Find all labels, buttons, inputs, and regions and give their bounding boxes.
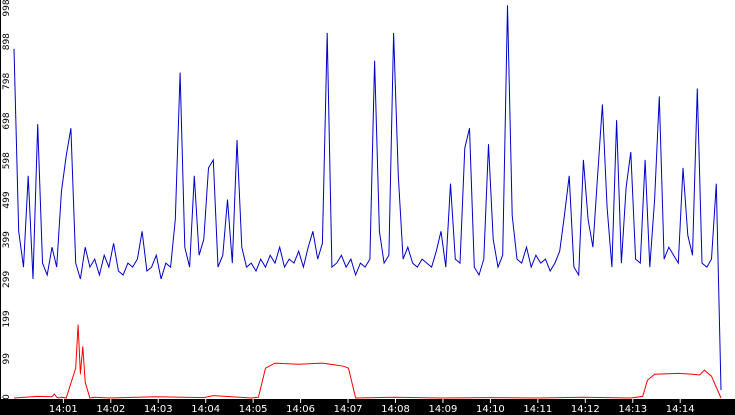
- y-tick-label: 199: [2, 310, 12, 327]
- y-tick-label: 99: [2, 353, 12, 365]
- x-tick-label: 14:04: [191, 404, 220, 415]
- y-tick-label: 798: [2, 73, 12, 90]
- y-tick-label: 299: [2, 271, 12, 288]
- y-tick-label: 898: [2, 33, 12, 50]
- x-tick-label: 14:10: [476, 404, 505, 415]
- x-tick-label: 14:08: [381, 404, 410, 415]
- y-axis-ticks: 0 99 199 299 399 499 598 698 798 898 998: [2, 0, 12, 400]
- series-line-1: [13, 324, 722, 399]
- y-tick-label: 399: [2, 231, 12, 248]
- x-tick-label: 14:11: [523, 404, 552, 415]
- x-tick-label: 14:13: [618, 404, 647, 415]
- y-tick-label: 998: [2, 0, 12, 17]
- y-tick-label: 0: [2, 394, 12, 400]
- series-line-0: [13, 5, 722, 391]
- x-tick-label: 14:05: [239, 404, 268, 415]
- x-tick-label: 14:01: [49, 404, 78, 415]
- x-tick-label: 14:06: [286, 404, 315, 415]
- x-tick-label: 14:09: [429, 404, 458, 415]
- x-tick-label: 14:03: [144, 404, 173, 415]
- x-tick-label: 14:14: [666, 404, 695, 415]
- x-axis-ticks: 14:01 14:02 14:03 14:04 14:05 14:06 14:07 14:08…: [49, 399, 695, 415]
- x-tick-label: 14:12: [571, 404, 600, 415]
- y-tick-label: 499: [2, 191, 12, 208]
- x-tick-label: 14:02: [96, 404, 125, 415]
- x-tick-label: 14:07: [334, 404, 363, 415]
- y-tick-label: 698: [2, 112, 12, 129]
- x-axis-bar: [0, 399, 735, 415]
- series-layer: [13, 5, 722, 399]
- y-tick-label: 598: [2, 152, 12, 169]
